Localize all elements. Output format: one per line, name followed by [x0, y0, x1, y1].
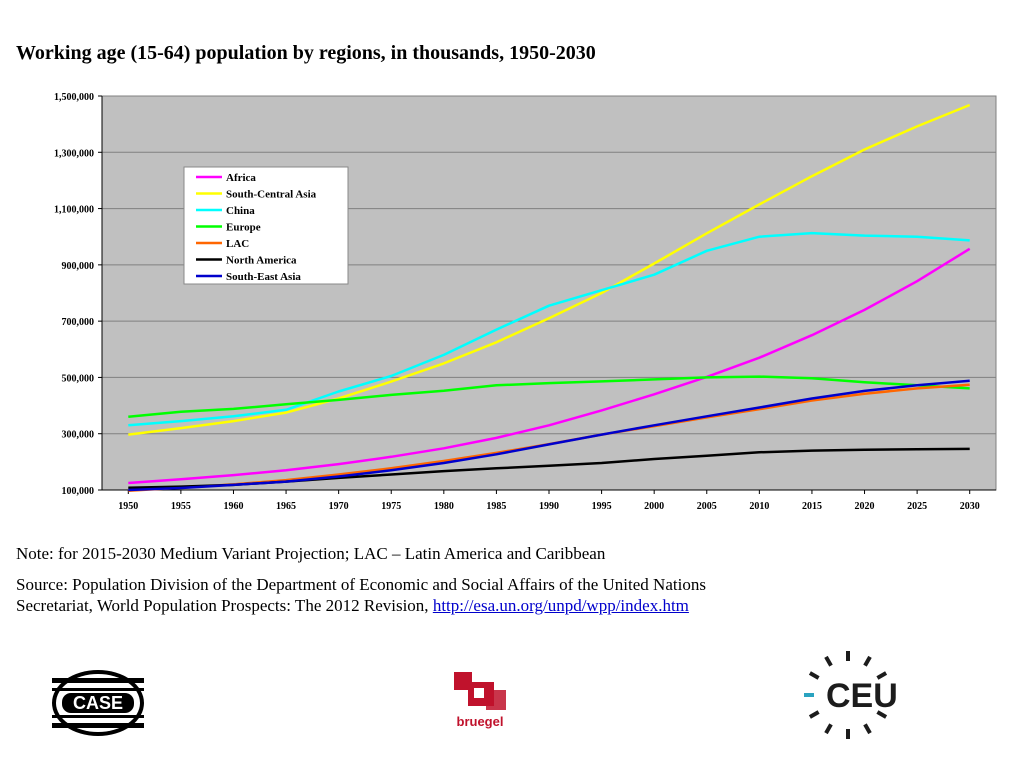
x-tick-label: 2030	[960, 501, 980, 512]
plot-area	[101, 95, 997, 491]
ceu-logo: CEU	[804, 651, 898, 739]
ceu-logo-tick	[824, 655, 833, 667]
x-tick-label: 2000	[644, 501, 664, 512]
source-line-2: Secretariat, World Population Prospects:…	[16, 595, 706, 616]
chart-note: Note: for 2015-2030 Medium Variant Proje…	[16, 544, 606, 563]
legend-label-south-east-asia: South-East Asia	[226, 271, 301, 283]
source-link[interactable]: http://esa.un.org/unpd/wpp/index.htm	[432, 596, 689, 615]
series-line-europe	[128, 375, 970, 419]
x-tick-label: 1985	[486, 501, 506, 512]
legend-label-europe: Europe	[226, 222, 261, 234]
bruegel-logo: bruegel	[454, 672, 506, 729]
x-tick-label: 1955	[171, 501, 191, 512]
line-chart: 100,000 300,000 500,000 700,000 900,000 1,100…	[54, 92, 997, 512]
series-line-africa	[128, 247, 971, 485]
ceu-logo-tick	[876, 671, 888, 680]
ceu-logo-tick	[808, 710, 820, 719]
legend-label-africa: Africa	[226, 172, 256, 184]
page-title: Working age (15-64) population by region…	[16, 42, 596, 64]
source-citation: Source: Population Division of the Depar…	[16, 574, 706, 616]
y-tick-label: 500,000	[62, 373, 95, 384]
x-tick-label: 1975	[381, 501, 401, 512]
ceu-logo-tick	[876, 710, 888, 719]
ceu-logo-tick	[863, 655, 872, 667]
ceu-logo-tick	[808, 671, 820, 680]
bruegel-logo-text: bruegel	[457, 714, 504, 729]
y-tick-label: 100,000	[62, 486, 95, 497]
x-tick-label: 1960	[223, 501, 243, 512]
y-tick-label: 900,000	[62, 261, 95, 272]
x-tick-label: 2005	[697, 501, 717, 512]
case-logo: CASE	[52, 670, 144, 736]
case-logo-text: CASE	[73, 693, 123, 713]
series-line-china	[128, 231, 970, 427]
ceu-logo-tick	[824, 723, 833, 735]
x-tick-label: 2010	[749, 501, 769, 512]
x-tick-label: 1950	[118, 501, 138, 512]
series-line-south-central-asia	[128, 103, 971, 436]
legend-box	[183, 166, 349, 285]
y-tick-label: 700,000	[62, 317, 95, 328]
x-tick-label: 1970	[329, 501, 349, 512]
ceu-logo-tick	[863, 723, 872, 735]
legend-label-south-central-asia: South-Central Asia	[226, 189, 317, 201]
source-line-1: Source: Population Division of the Depar…	[16, 575, 706, 594]
legend-label-lac: LAC	[226, 238, 249, 250]
x-tick-label: 2025	[907, 501, 927, 512]
series-line-south-east-asia	[128, 379, 970, 492]
x-tick-label: 1980	[434, 501, 454, 512]
y-tick-label: 1,300,000	[54, 148, 94, 159]
x-tick-label: 2020	[855, 501, 875, 512]
ceu-logo-text: CEU	[826, 677, 898, 715]
x-tick-label: 2015	[802, 501, 822, 512]
y-tick-label: 300,000	[62, 430, 95, 441]
x-tick-label: 1965	[276, 501, 296, 512]
x-tick-label: 1995	[592, 501, 612, 512]
legend-label-china: China	[226, 205, 255, 217]
y-tick-label: 1,100,000	[54, 205, 94, 216]
y-tick-label: 1,500,000	[54, 92, 94, 103]
source-line-2-text: Secretariat, World Population Prospects:…	[16, 596, 433, 615]
legend-label-north-america: North America	[226, 255, 297, 267]
x-tick-label: 1990	[539, 501, 559, 512]
